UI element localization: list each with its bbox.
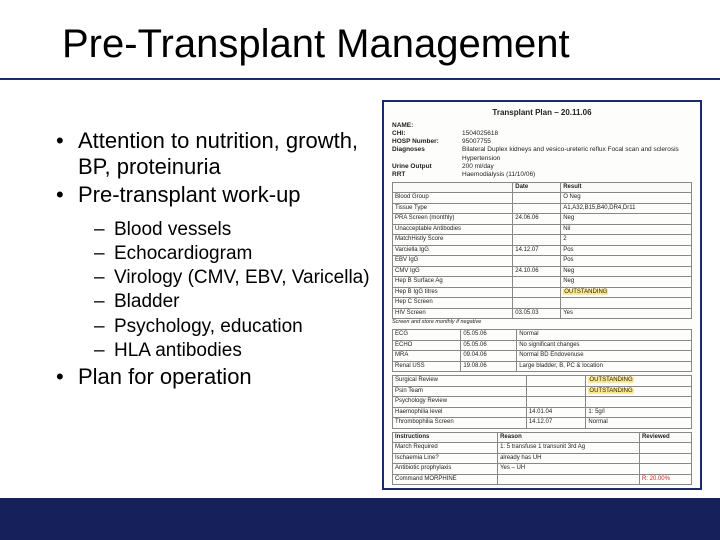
lab-table: DateResult Blood GroupO Neg Tissue TypeA… <box>392 182 692 320</box>
form-label: NAME: <box>392 122 462 130</box>
form-value: Bilateral Duplex kidneys and vesico-uret… <box>462 146 692 162</box>
bullet-text: Pre-transplant work-up <box>78 182 301 207</box>
sub-bullet-item: Virology (CMV, EBV, Varicella) <box>92 266 392 289</box>
review-table: Surgical ReviewOUTSTANDING Psin TeamOUTS… <box>392 375 692 429</box>
form-label: RRT <box>392 171 462 179</box>
form-value: 1504025618 <box>462 130 692 138</box>
instructions-table: InstructionsReasonReviewed March Require… <box>392 432 692 486</box>
title-underline <box>0 78 720 80</box>
bullet-text: Attention to nutrition, growth, BP, prot… <box>78 128 358 179</box>
bullet-item: Plan for operation <box>52 364 392 390</box>
sub-bullet-item: Echocardiogram <box>92 242 392 265</box>
sub-bullet-item: Bladder <box>92 290 392 313</box>
form-value: 95007755 <box>462 138 692 146</box>
highlight: OUTSTANDING <box>563 289 608 295</box>
form-value: 200 ml/day <box>462 163 692 171</box>
form-value: Haemodialysis (11/10/06) <box>462 171 692 179</box>
sub-bullet-item: Blood vessels <box>92 218 392 241</box>
table-footnote: Screen and store monthly if negative <box>392 319 692 326</box>
th <box>393 182 513 193</box>
form-label: HOSP Number: <box>392 138 462 146</box>
bullet-item: Pre-transplant work-up Blood vessels Ech… <box>52 182 392 362</box>
bullet-item: Attention to nutrition, growth, BP, prot… <box>52 128 392 180</box>
bullet-text: Plan for operation <box>78 364 252 389</box>
form-label: Diagnoses <box>392 146 462 162</box>
immuno-label: Immunosupression <box>392 488 692 490</box>
bottom-bar <box>0 498 720 540</box>
transplant-plan-form: Transplant Plan – 20.11.06 NAME: CHI:150… <box>382 100 702 490</box>
th: Date <box>513 182 561 193</box>
form-title: Transplant Plan – 20.11.06 <box>392 108 692 118</box>
sub-bullet-item: Psychology, education <box>92 315 392 338</box>
sub-bullet-item: HLA antibodies <box>92 339 392 362</box>
imaging-table: ECG05.05.06Normal ECHO05.05.06No signifi… <box>392 329 692 372</box>
form-label: CHI: <box>392 130 462 138</box>
slide-title: Pre-Transplant Management <box>62 22 680 67</box>
th: Result <box>561 182 692 193</box>
form-label: Urine Output <box>392 163 462 171</box>
bullet-content: Attention to nutrition, growth, BP, prot… <box>52 128 392 392</box>
